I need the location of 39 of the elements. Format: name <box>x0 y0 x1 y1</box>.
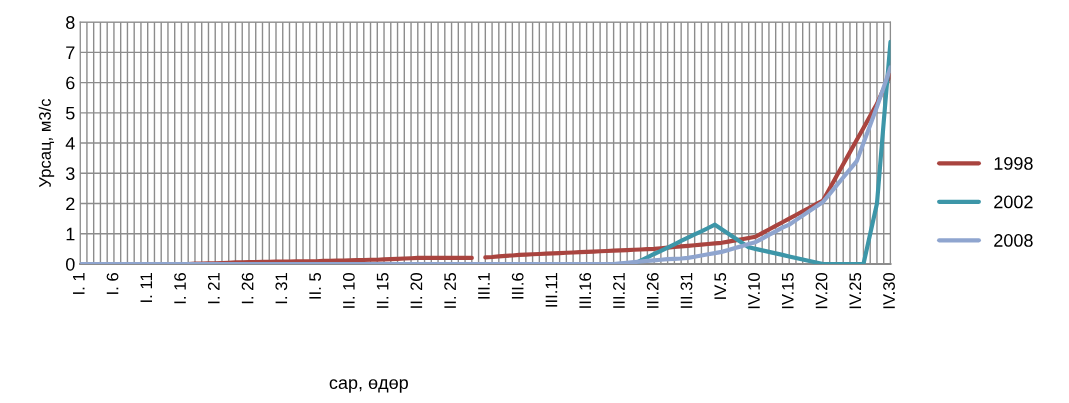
x-tick-label: IV.25 <box>849 273 862 309</box>
x-tick-label: III.21 <box>613 273 625 308</box>
x-tick-label: I. 1 <box>73 273 85 294</box>
x-tick-label: III.1 <box>478 273 490 299</box>
y-tick-label: 7 <box>66 46 75 59</box>
x-tick-label: II. 20 <box>410 272 423 308</box>
y-tick-label: 8 <box>66 16 75 29</box>
x-tick-label: II. 10 <box>342 272 355 308</box>
x-tick-label: II. 5 <box>309 272 321 299</box>
legend-label: 1998 <box>994 157 1033 170</box>
x-tick-label: III.11 <box>545 273 558 307</box>
x-tick-label: III.6 <box>511 273 524 299</box>
x-tick-label: IV.30 <box>883 272 895 309</box>
x-axis-title: сар, өдөр <box>329 379 408 393</box>
x-tick-label: I. 6 <box>106 273 119 294</box>
x-tick-label: I. 21 <box>207 273 220 304</box>
x-tick-label: IV.5 <box>714 273 727 299</box>
y-tick-label: 6 <box>66 76 75 90</box>
x-tick-label: III.31 <box>680 273 693 308</box>
legend-label: 2002 <box>994 195 1033 209</box>
x-tick-label: II. 15 <box>376 272 389 308</box>
y-axis-title: Урсац, м3/с <box>38 98 55 188</box>
y-tick-label: 4 <box>65 137 75 150</box>
x-tick-label: I. 26 <box>241 273 254 304</box>
x-tick-label: I. 16 <box>174 273 186 304</box>
legend-label: 2008 <box>994 234 1033 247</box>
y-tick-label: 5 <box>66 106 75 120</box>
x-tick-label: IV.15 <box>782 273 794 309</box>
y-tick-label: 1 <box>66 227 75 241</box>
x-tick-label: I. 31 <box>275 273 288 304</box>
y-tick-label: 2 <box>66 197 75 211</box>
x-tick-label: I. 11 <box>140 273 153 302</box>
x-tick-label: III.16 <box>579 273 592 308</box>
x-tick-label: II. 25 <box>444 272 457 308</box>
x-tick-label: III.26 <box>646 273 659 308</box>
y-tick-label: 3 <box>65 167 75 181</box>
x-tick-label: IV.10 <box>748 272 760 309</box>
x-tick-label: IV.20 <box>815 272 828 309</box>
y-tick-label: 0 <box>65 257 75 271</box>
